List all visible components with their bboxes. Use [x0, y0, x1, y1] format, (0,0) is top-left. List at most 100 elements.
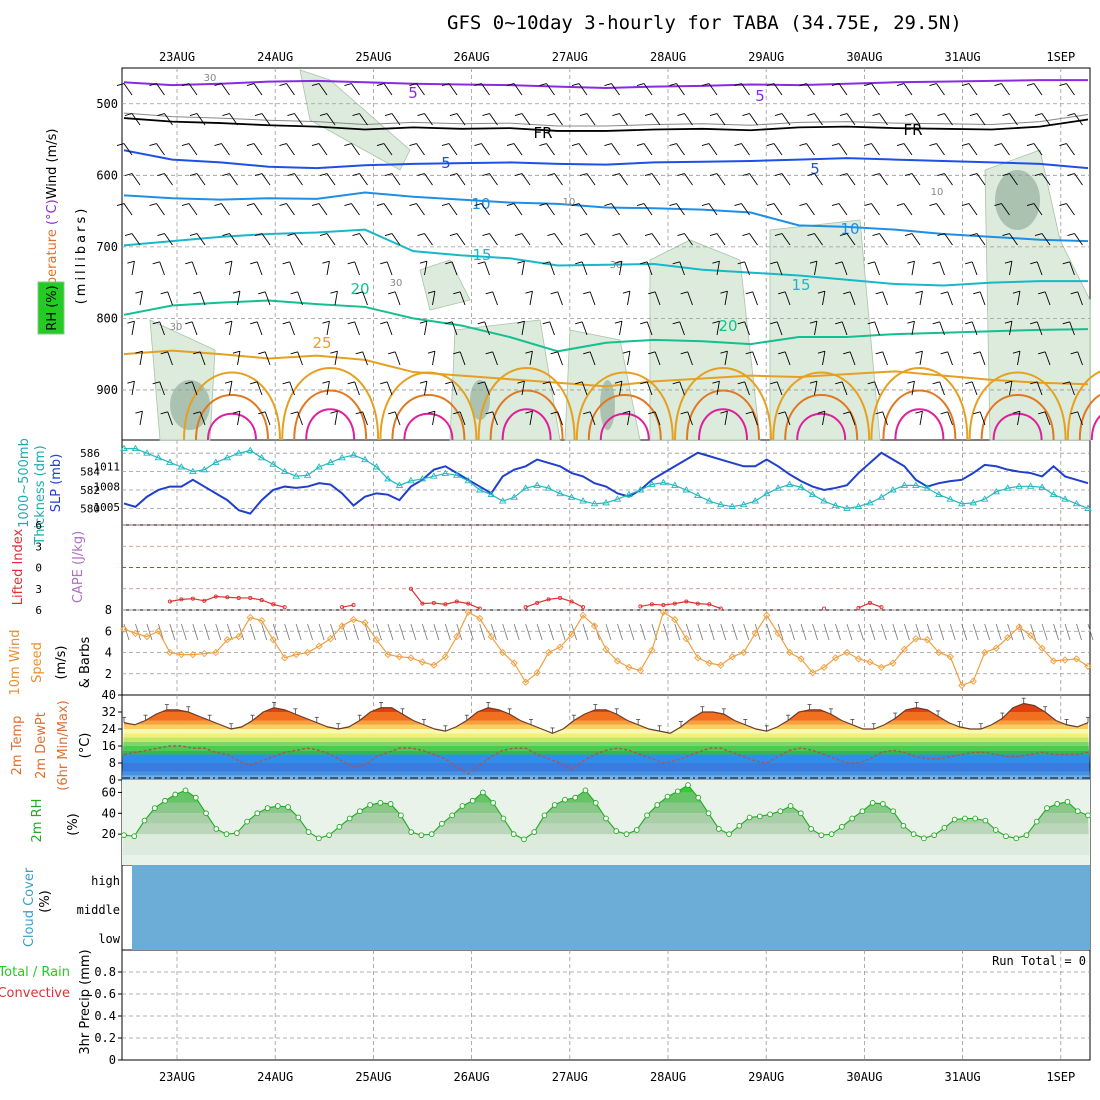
wind-label-text: 10m Wind: [8, 629, 23, 695]
thickness-point: [682, 486, 691, 493]
wind-barb-flag: [322, 380, 330, 384]
wind-barb-flag: [441, 83, 450, 86]
wind-speed-point: [1038, 644, 1046, 652]
thickness-point: [521, 484, 530, 491]
temp-band: [122, 729, 1090, 734]
wind-barb: [188, 143, 198, 156]
wind-barb: [521, 381, 525, 396]
thickness-point: [1038, 483, 1046, 490]
wind-barb: [581, 261, 588, 276]
thickness-point: [131, 444, 140, 452]
wind-barb: [724, 291, 728, 306]
millibars-label-text: (millibars): [74, 206, 89, 305]
wind-barb-flag: [1062, 381, 1070, 385]
lifted-index-point: [408, 586, 413, 591]
wind-barb: [968, 143, 978, 156]
wind-barb-flag: [222, 173, 230, 176]
wind-barb-flag: [376, 83, 385, 86]
wind-barb-flag: [843, 351, 851, 355]
wind-barb: [716, 173, 726, 186]
rh-point: [951, 816, 958, 823]
wind-barb: [773, 143, 783, 156]
li-axis-label: Lifted Index: [11, 528, 26, 605]
rh-point: [233, 830, 240, 836]
wind-barb-flag: [124, 233, 133, 236]
wind-barb: [679, 261, 685, 276]
thickness-axis-label: 1000~500mb: [17, 438, 32, 528]
wind-barb: [643, 83, 653, 96]
thickness-point: [946, 495, 955, 502]
wind-barb-flag: [1030, 321, 1038, 325]
wind-barb-flag: [482, 233, 490, 236]
wind-barb: [611, 203, 620, 216]
wind-barb: [646, 261, 653, 276]
wind-barb-flag: [157, 113, 165, 116]
wind-speed-point: [740, 648, 748, 657]
wind-barb-flag: [907, 260, 915, 264]
wind-barb-flag: [135, 290, 143, 294]
wind-barb-flag: [193, 351, 201, 355]
rh-point: [931, 832, 938, 839]
bottom-date-label: 24AUG: [257, 1070, 293, 1084]
wind-barb-flag: [152, 261, 160, 265]
temp-band: [122, 720, 1090, 725]
wind-barb: [627, 411, 631, 426]
wind-barb-flag: [352, 233, 360, 236]
wind-barb: [326, 173, 336, 186]
wind-barb: [1077, 291, 1083, 306]
wind-barb: [156, 203, 165, 216]
wind-barb: [971, 261, 978, 276]
wind-barb: [1033, 143, 1043, 156]
wind-barb: [199, 291, 206, 306]
wind-barb-flag: [419, 260, 428, 264]
wind-barb: [806, 83, 815, 96]
wind-barb: [741, 203, 750, 216]
wind-barb: [674, 623, 681, 641]
wind-barb: [911, 113, 921, 126]
wind-barb: [911, 233, 921, 246]
wind-barb: [191, 381, 198, 396]
wind-barb: [724, 411, 728, 426]
wind-barb-flag: [485, 411, 493, 415]
wind-barb: [424, 173, 433, 186]
wind-barb: [351, 83, 360, 96]
isotherm-label: 10: [563, 197, 576, 208]
wind-barb: [448, 203, 458, 216]
thickness-label-text: 1000~500mb: [17, 438, 32, 528]
wind-barb: [554, 233, 563, 246]
wind-barb-flag: [994, 203, 1002, 206]
rh-point: [1085, 812, 1091, 819]
wind-speed-point: [648, 646, 656, 655]
wind-barb-flag: [1034, 113, 1043, 116]
wind-barb: [294, 173, 303, 186]
wind-barb-flag: [839, 173, 848, 176]
wind-barb: [939, 321, 945, 336]
thickness-point: [877, 493, 886, 500]
wind-barb: [399, 623, 405, 641]
wind-speed-point: [682, 635, 690, 643]
wind-barb-flag: [604, 83, 612, 86]
rh-point: [162, 797, 168, 804]
pressure-tick-label: 900: [96, 383, 118, 397]
wind-tick-label: 4: [105, 646, 112, 660]
wind-barb: [662, 623, 669, 641]
wind-speed-point: [820, 663, 828, 672]
temp-tick-label: 32: [102, 705, 116, 719]
wind-barb-flag: [250, 261, 258, 265]
wind-barb-flag: [449, 173, 458, 176]
wind-barb-flag: [116, 83, 125, 86]
wind-barb-flag: [222, 233, 230, 236]
wind-barb-flag: [409, 203, 417, 206]
wind-barb: [1036, 381, 1043, 396]
wind-barb: [513, 623, 520, 641]
wind-speed-point: [464, 608, 472, 616]
wind-barb: [892, 623, 899, 641]
wind-barb-flag: [929, 203, 937, 206]
wind-speed-point: [212, 648, 220, 657]
isotherm-label: 15: [791, 276, 810, 294]
wind-barb: [521, 113, 531, 126]
wind-barb: [237, 291, 241, 306]
wind-barb: [156, 83, 165, 96]
wind-speed-point: [372, 636, 381, 644]
wind-barb: [484, 261, 490, 276]
